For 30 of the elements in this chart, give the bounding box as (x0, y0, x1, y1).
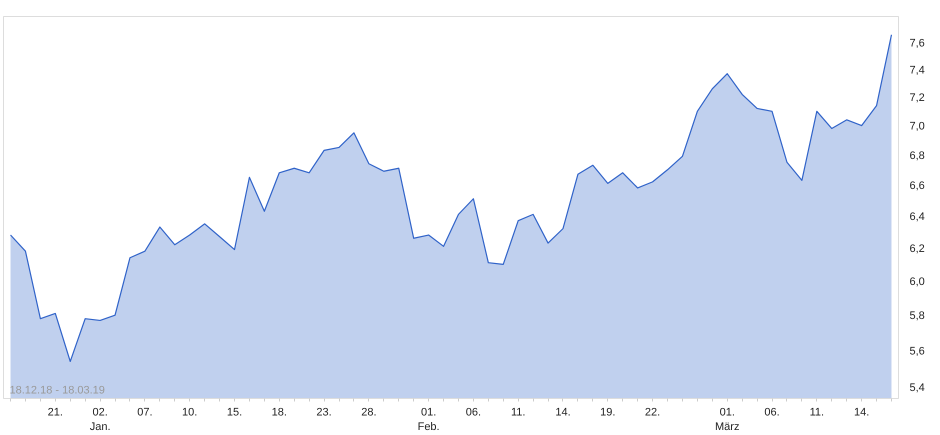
x-tick-label: 22. (644, 406, 660, 418)
x-tick-label: 06. (466, 406, 482, 418)
x-tick-label: 11. (510, 406, 526, 418)
x-tick-label: 10. (182, 406, 198, 418)
x-tick-label: 02. Jan. (90, 406, 111, 433)
y-tick-label: 5,8 (910, 310, 925, 322)
y-tick-label: 6,2 (910, 242, 925, 255)
x-tick-label: 14. (555, 406, 571, 418)
y-tick-label: 7,4 (910, 64, 925, 77)
x-tick-label: 14. (854, 406, 870, 418)
x-tick-label: 01. März (715, 406, 740, 433)
x-tick-label: 15. (226, 406, 242, 418)
x-tick-label: 07. (137, 406, 153, 418)
x-tick-label: 11. (810, 406, 824, 418)
y-tick-label: 7,6 (910, 38, 925, 50)
y-tick-label: 6,4 (910, 210, 925, 223)
y-tick-label: 6,8 (910, 150, 925, 162)
x-tick-label: 28. (361, 406, 377, 418)
x-tick-label: 01. Feb. (418, 406, 440, 433)
y-tick-label: 6,0 (910, 276, 925, 288)
y-tick-label: 5,6 (910, 346, 925, 358)
x-tick-label: 21. (48, 406, 63, 418)
y-tick-label: 6,6 (910, 180, 925, 192)
y-tick-label: 5,4 (910, 382, 925, 394)
x-tick-label: 06. (764, 406, 780, 418)
y-tick-label: 7,2 (910, 92, 925, 104)
x-tick-label: 18. (272, 406, 287, 418)
x-tick-label: 23. (316, 406, 332, 418)
y-tick-label: 7,0 (910, 120, 925, 133)
x-tick-label: 19. (600, 406, 616, 418)
